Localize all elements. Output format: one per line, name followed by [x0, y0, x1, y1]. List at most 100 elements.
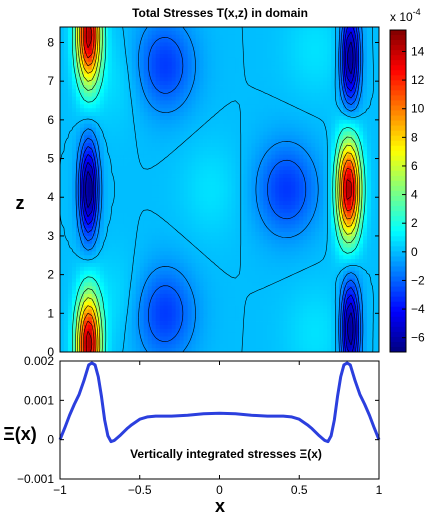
heatmap-cell — [223, 197, 228, 202]
heatmap-cell — [67, 34, 73, 40]
heatmap-cell — [247, 77, 252, 82]
heatmap-cell — [215, 216, 220, 221]
heatmap-cell — [139, 266, 145, 272]
heatmap-cell — [303, 263, 308, 268]
heatmap-cell — [123, 30, 129, 36]
heatmap-cell — [171, 239, 177, 245]
heatmap-cell — [351, 50, 356, 55]
heatmap-cell — [127, 181, 133, 187]
heatmap-cell — [267, 38, 272, 43]
heatmap-cell — [303, 88, 308, 94]
heatmap-cell — [155, 232, 161, 237]
heatmap-cell — [103, 119, 109, 125]
heatmap-cell — [251, 127, 256, 132]
heatmap-cell — [75, 127, 81, 132]
heatmap-cell — [127, 143, 133, 148]
heatmap-cell — [87, 77, 93, 82]
heatmap-cell — [163, 50, 169, 55]
heatmap-cell — [315, 193, 320, 198]
heatmap-cell — [227, 158, 232, 163]
heatmap-cell — [203, 247, 208, 252]
heatmap-cell — [203, 259, 208, 264]
heatmap-cell — [187, 30, 192, 36]
heatmap-cell — [60, 201, 65, 206]
heatmap-cell — [67, 81, 73, 86]
heatmap-cell — [167, 104, 173, 109]
heatmap-cell — [359, 108, 364, 113]
heatmap-cell — [303, 143, 308, 148]
heatmap-cell — [259, 119, 264, 125]
heatmap-cell — [71, 251, 77, 256]
heatmap-cell — [343, 201, 348, 206]
heatmap-cell — [203, 108, 208, 113]
heatmap-cell — [95, 259, 101, 264]
heatmap-cell — [239, 92, 244, 98]
heatmap-cell — [187, 108, 192, 113]
heatmap-cell — [239, 77, 244, 82]
heatmap-cell — [363, 162, 368, 167]
heatmap-cell — [179, 177, 185, 183]
heatmap-cell — [183, 228, 188, 233]
heatmap-cell — [91, 158, 97, 163]
heatmap-cell — [287, 201, 292, 206]
heatmap-cell — [359, 54, 364, 59]
heatmap-cell — [139, 65, 145, 70]
heatmap-cell — [175, 228, 181, 233]
heatmap-cell — [115, 69, 121, 74]
heatmap-cell — [191, 251, 196, 256]
heatmap-cell — [195, 96, 200, 101]
heatmap-cell — [367, 123, 372, 128]
heatmap-cell — [275, 158, 280, 163]
heatmap-cell — [315, 135, 320, 140]
heatmap-cell — [283, 34, 288, 40]
heatmap-cell — [215, 30, 220, 36]
heatmap-cell — [135, 38, 141, 43]
heatmap-cell — [135, 112, 141, 117]
heatmap-cell — [99, 131, 105, 136]
heatmap-cell — [375, 27, 379, 32]
heatmap-cell — [319, 131, 324, 136]
heatmap-cell — [275, 27, 280, 32]
heatmap-cell — [67, 131, 73, 136]
heatmap-cell — [147, 108, 153, 113]
heatmap-cell — [319, 42, 324, 47]
heatmap-cell — [103, 232, 109, 237]
heatmap-cell — [295, 220, 300, 225]
heatmap-cell — [115, 112, 121, 117]
heatmap-cell — [175, 30, 181, 36]
heatmap-cell — [71, 81, 77, 86]
heatmap-cell — [191, 77, 196, 82]
heatmap-cell — [267, 61, 272, 67]
heatmap-cell — [91, 174, 97, 179]
heatmap-cell — [271, 228, 276, 233]
heatmap-cell — [127, 54, 133, 59]
heatmap-cell — [239, 197, 244, 202]
heatmap-cell — [63, 266, 69, 272]
heatmap-cell — [343, 61, 348, 67]
heatmap-cell — [291, 263, 296, 268]
heatmap-cell — [79, 61, 85, 67]
heatmap-cell — [91, 251, 97, 256]
heatmap-cell — [60, 204, 65, 210]
heatmap-cell — [211, 100, 216, 105]
heatmap-cell — [375, 224, 379, 229]
heatmap-cell — [175, 177, 181, 183]
heatmap-cell — [151, 85, 157, 90]
heatmap-cell — [175, 112, 181, 117]
heatmap-cell — [179, 154, 185, 159]
heatmap-cell — [351, 112, 356, 117]
heatmap-cell — [67, 108, 73, 113]
heatmap-cell — [271, 174, 276, 179]
heatmap-cell — [243, 131, 248, 136]
heatmap-cell — [103, 131, 109, 136]
heatmap-cell — [363, 57, 368, 63]
heatmap-cell — [131, 212, 137, 217]
heatmap-cell — [119, 96, 125, 101]
heatmap-cell — [143, 108, 149, 113]
heatmap-cell — [371, 224, 376, 229]
heatmap-cell — [179, 228, 185, 233]
heatmap-cell — [351, 185, 356, 190]
heatmap-cell — [151, 50, 157, 55]
heatmap-cell — [323, 92, 328, 98]
heatmap-cell — [339, 123, 344, 128]
